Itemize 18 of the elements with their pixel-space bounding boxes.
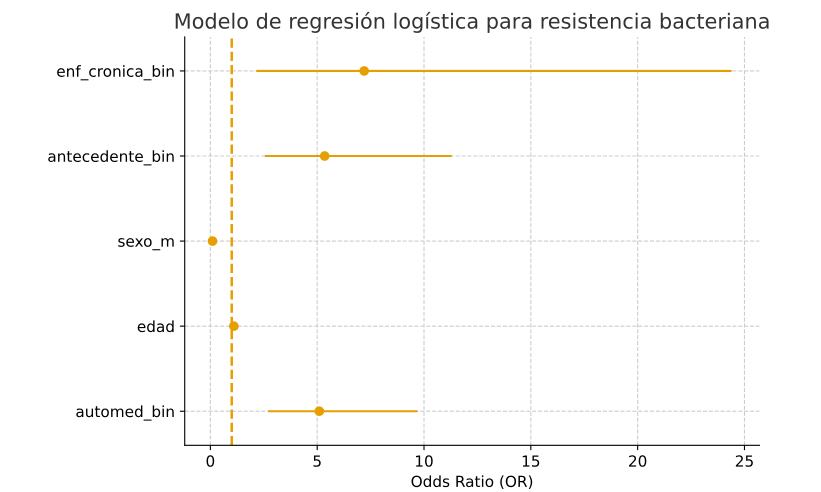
point	[320, 151, 330, 161]
x-tick-label: 25	[736, 455, 753, 467]
point	[359, 66, 370, 76]
y-tick-label: antecedente_bin	[48, 150, 174, 166]
x-tick-label: 15	[522, 455, 540, 467]
x-tick-label: 5	[314, 455, 321, 467]
y-tick-label: edad	[138, 320, 174, 332]
point	[208, 236, 218, 246]
chart-title: Modelo de regresión logística para resistencia bacteriana	[176, 12, 769, 33]
x-tick-label: 0	[206, 455, 214, 467]
point	[314, 406, 324, 416]
y-tick-label: automed_bin	[76, 405, 174, 421]
point	[229, 321, 239, 332]
y-tick-label: sexo_m	[118, 238, 174, 250]
y-tick-label: enf_cronica_bin	[57, 65, 174, 80]
x-axis-title: Odds Ratio (OR)	[411, 475, 532, 489]
x-tick-label: 10	[416, 455, 433, 467]
x-tick-label: 20	[629, 455, 646, 467]
